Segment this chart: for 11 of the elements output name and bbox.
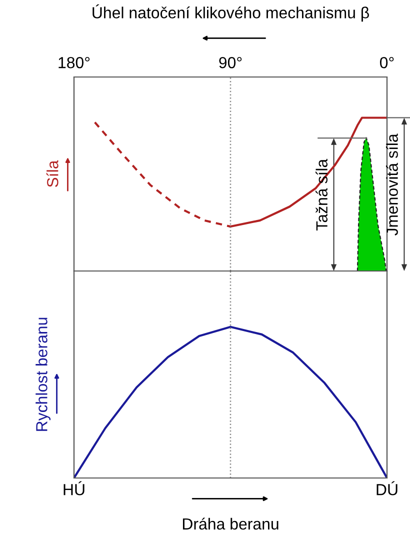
x-axis-title: Úhel natočení klikového mechanismu β <box>92 4 369 22</box>
x-tick-label: 180° <box>58 56 90 68</box>
annotation: Tažná síla <box>316 158 328 230</box>
x-axis-title: Dráha beranu <box>182 518 278 530</box>
y-axis-title: Síla <box>46 160 58 188</box>
y-axis-title: Rychlost beranu <box>36 318 51 431</box>
annotation: Jmenovitá síla <box>386 134 398 236</box>
x-tick-label: HÚ <box>64 481 84 496</box>
x-tick-label: DÚ <box>376 481 398 496</box>
x-tick-label: 0° <box>380 56 394 68</box>
x-tick-label: 90° <box>219 56 242 68</box>
